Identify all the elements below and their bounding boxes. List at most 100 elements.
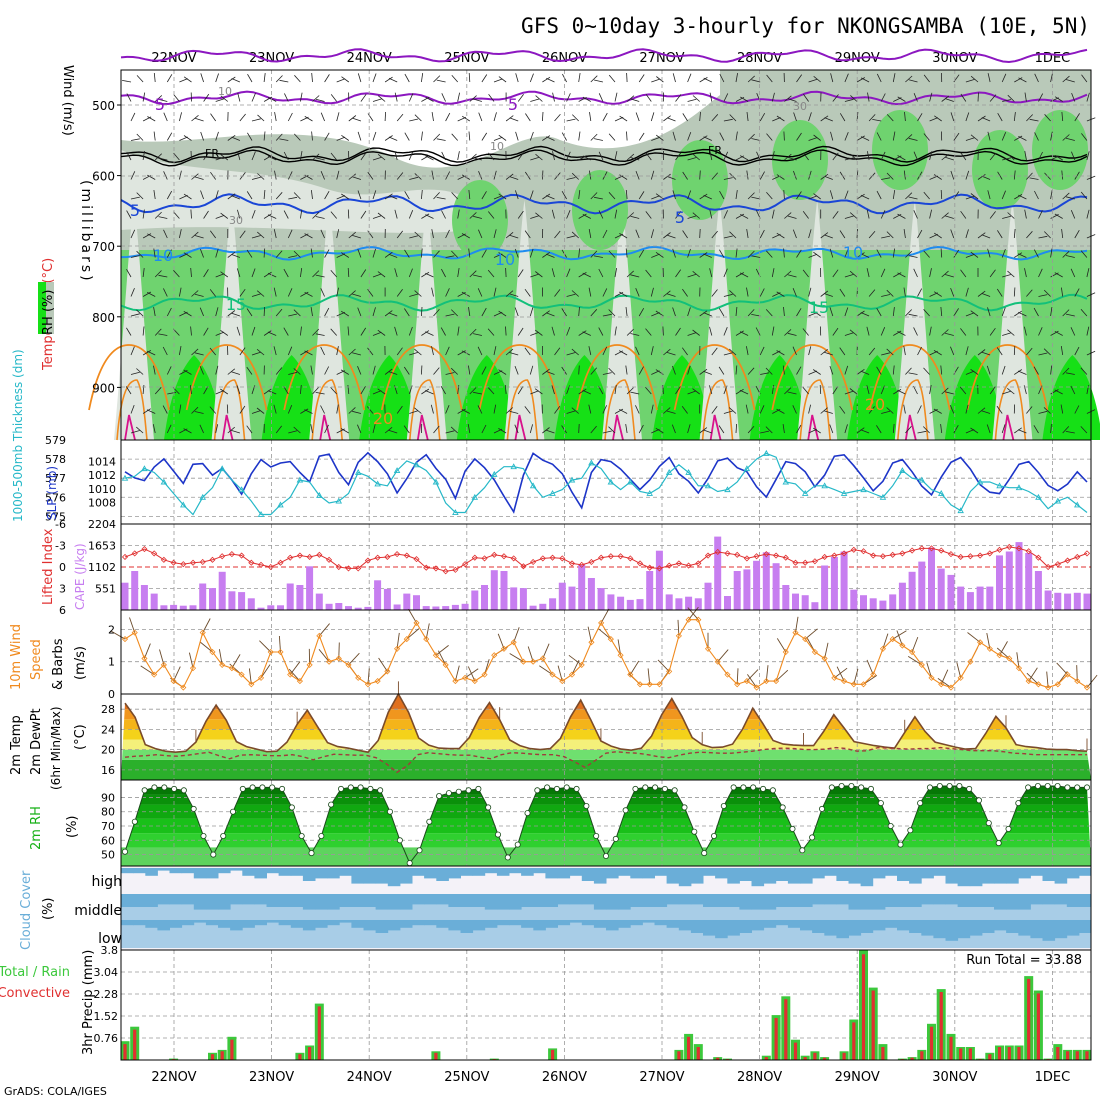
wind-barb (441, 151, 446, 161)
cape-bar (451, 604, 459, 610)
wind-barb (311, 190, 313, 200)
wind-barb (142, 408, 151, 414)
wind-barb (711, 289, 718, 297)
wind-barb (784, 153, 792, 161)
wind-barb (945, 98, 954, 102)
wind-barb (251, 326, 256, 336)
wind-barb (545, 312, 555, 317)
cloud-cell (1078, 868, 1092, 876)
cloud-cell (242, 868, 255, 876)
wind-barb (320, 171, 325, 180)
wind-barb (582, 155, 591, 161)
wind-barb (529, 248, 534, 258)
wind-barb (251, 176, 261, 180)
wind-barb (965, 137, 975, 141)
cape-bar (150, 593, 158, 610)
cloud-cell (460, 868, 474, 876)
wind-barb (203, 210, 209, 219)
lifted-index-point (977, 552, 984, 559)
wind-barb (275, 250, 283, 258)
wind-barb (829, 307, 834, 317)
wind-barb (203, 386, 209, 395)
cape-bar (937, 568, 945, 610)
wind-barb (431, 229, 434, 239)
rh-point (877, 800, 884, 807)
wind-barb (1026, 114, 1033, 122)
wind-barb (590, 367, 598, 375)
wind-barb (183, 135, 192, 141)
wind-barb (408, 151, 414, 161)
lifted-index-point (403, 552, 410, 559)
cape-bar (267, 605, 275, 610)
wind-barb (751, 255, 761, 258)
wind-barb (283, 327, 289, 336)
wind-barb (844, 215, 854, 219)
wind-barb (582, 214, 591, 219)
wind-barb (709, 151, 713, 161)
cloud-cell (836, 868, 849, 881)
wind-barb-10m (1026, 672, 1039, 685)
wind-unit: (m/s) (73, 646, 88, 680)
wind-barb (263, 96, 273, 102)
wind-barb (130, 196, 140, 200)
temperature-contour (120, 145, 1088, 164)
rh-point (573, 785, 580, 792)
cape-bar (733, 571, 741, 610)
wind-barb-10m (926, 662, 932, 678)
wind-barb (1026, 172, 1033, 180)
wind-barb (703, 77, 712, 83)
wind-barb (796, 366, 802, 375)
lifted-tick-label: -6 (55, 518, 66, 531)
wind-speed-point (491, 652, 498, 659)
wind-barb (598, 327, 604, 336)
wind-barb (1050, 330, 1059, 336)
lifted-index-point (695, 560, 702, 567)
cape-bar (490, 570, 498, 610)
wind-barb (844, 424, 848, 434)
cape-bar (1025, 553, 1033, 610)
wind-barb (808, 404, 811, 414)
rh-dry-column (211, 200, 252, 440)
wind-barb (598, 268, 604, 278)
wind-barb (602, 430, 612, 434)
cape-bar (811, 602, 819, 610)
wind-barb (377, 153, 386, 161)
thickness-point (724, 486, 731, 493)
wind-barb (711, 406, 718, 414)
rh-point (171, 785, 178, 792)
wind-barb (487, 211, 495, 219)
rh-dry-column (406, 200, 447, 440)
slp-grid (121, 439, 1091, 524)
wind-barb (163, 171, 168, 180)
wind-barb (1024, 151, 1027, 161)
rh-point (926, 784, 933, 791)
wind-barb (1038, 151, 1043, 161)
cape-bar (296, 585, 304, 610)
wind-speed-point (821, 655, 828, 662)
cape-bar (898, 582, 906, 610)
wind-barb (409, 235, 419, 239)
rh-point (769, 787, 776, 794)
wind-barb (856, 193, 865, 200)
wind-barb (589, 112, 592, 122)
precip-panel-frame (120, 949, 1092, 1061)
wind-barb (687, 215, 697, 219)
wind-barb (468, 307, 471, 317)
precip-convective-bar (910, 1057, 914, 1060)
wind-barb (215, 331, 225, 336)
cloud-cell (339, 868, 352, 876)
contour-label: 10 (218, 85, 232, 98)
wind-barb (414, 173, 422, 180)
wind-barb (1038, 352, 1048, 356)
lifted-index-point (734, 551, 741, 558)
wind-barb (288, 430, 298, 434)
wind-barb (589, 170, 592, 180)
wind-barb (614, 151, 618, 161)
cape-tick-label: 1653 (88, 540, 116, 553)
wind-barb (203, 269, 209, 278)
temperature-contour-25 (612, 414, 624, 441)
wind-barb (771, 151, 775, 161)
wind-barb (590, 250, 598, 258)
wind-barb (535, 212, 543, 219)
